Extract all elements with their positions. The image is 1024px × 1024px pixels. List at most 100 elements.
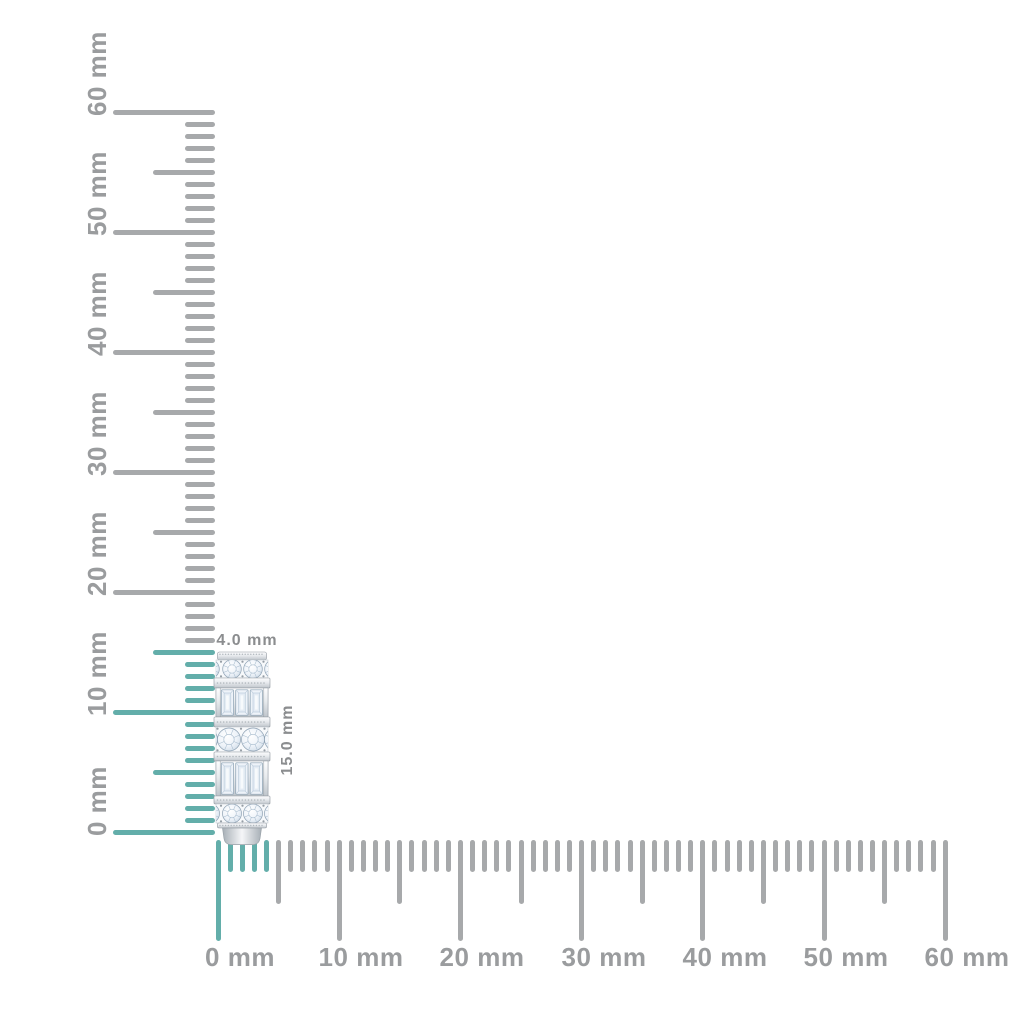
vruler-tick-3mm xyxy=(185,794,215,799)
vruler-tick-9mm xyxy=(185,722,215,727)
vruler-tick-12mm xyxy=(185,686,215,691)
vruler-tick-52mm xyxy=(185,206,215,211)
hruler-tick-6mm xyxy=(288,840,293,872)
hruler-tick-50mm xyxy=(822,840,827,941)
hruler-label-50mm: 50 mm xyxy=(803,942,889,972)
vruler-tick-39mm xyxy=(185,362,215,367)
hruler-tick-30mm xyxy=(579,840,584,941)
vruler-tick-19mm xyxy=(185,602,215,607)
hruler-label-40mm: 40 mm xyxy=(682,942,768,972)
vruler-tick-16mm xyxy=(185,638,215,643)
vruler-tick-36mm xyxy=(185,398,215,403)
hruler-tick-58mm xyxy=(918,840,923,872)
vruler-tick-15mm xyxy=(153,650,215,655)
vruler-tick-38mm xyxy=(185,374,215,379)
vruler-label-50mm: 50 mm xyxy=(82,151,112,236)
vruler-label-40mm: 40 mm xyxy=(82,271,112,356)
hruler-tick-48mm xyxy=(797,840,802,872)
hruler-tick-5mm xyxy=(276,840,281,904)
hruler-tick-45mm xyxy=(761,840,766,904)
hruler-tick-31mm xyxy=(591,840,596,872)
hruler-tick-25mm xyxy=(519,840,524,904)
hruler-tick-40mm xyxy=(700,840,705,941)
vruler-tick-21mm xyxy=(185,578,215,583)
vruler-tick-29mm xyxy=(185,482,215,487)
vruler-tick-46mm xyxy=(185,278,215,283)
metal-separator-bar xyxy=(213,716,271,728)
hruler-tick-13mm xyxy=(373,840,378,872)
hruler-tick-16mm xyxy=(409,840,414,872)
ring-top-rim xyxy=(217,651,267,661)
diamond-band-product-image xyxy=(213,651,271,845)
vruler-tick-1mm xyxy=(185,818,215,823)
vruler-tick-44mm xyxy=(185,302,215,307)
hruler-tick-46mm xyxy=(773,840,778,872)
metal-separator-bar xyxy=(213,751,271,762)
vruler-label-30mm: 30 mm xyxy=(82,391,112,476)
hruler-tick-29mm xyxy=(567,840,572,872)
vruler-tick-55mm xyxy=(153,170,215,175)
round-diamond-row-middle xyxy=(215,726,269,753)
hruler-tick-52mm xyxy=(846,840,851,872)
baguette-diamond-row-upper xyxy=(215,687,269,718)
hruler-tick-37mm xyxy=(664,840,669,872)
ring-bottom-rim xyxy=(217,822,267,829)
vruler-tick-47mm xyxy=(185,266,215,271)
hruler-tick-57mm xyxy=(906,840,911,872)
width-dimension-label: 4.0 mm xyxy=(216,632,278,649)
vruler-tick-50mm xyxy=(113,230,215,235)
vruler-tick-27mm xyxy=(185,506,215,511)
vruler-tick-30mm xyxy=(113,470,215,475)
metal-separator-bar xyxy=(213,677,271,689)
hruler-tick-42mm xyxy=(725,840,730,872)
hruler-tick-28mm xyxy=(555,840,560,872)
vruler-tick-54mm xyxy=(185,182,215,187)
vruler-tick-56mm xyxy=(185,158,215,163)
vruler-tick-23mm xyxy=(185,554,215,559)
vruler-tick-32mm xyxy=(185,446,215,451)
vruler-label-60mm: 60 mm xyxy=(82,31,112,116)
hruler-tick-60mm xyxy=(943,840,948,941)
hruler-tick-22mm xyxy=(482,840,487,872)
hruler-tick-0mm xyxy=(216,840,221,941)
hruler-tick-14mm xyxy=(385,840,390,872)
hruler-label-60mm: 60 mm xyxy=(924,942,1010,972)
vruler-tick-22mm xyxy=(185,566,215,571)
hruler-tick-51mm xyxy=(834,840,839,872)
hruler-tick-10mm xyxy=(337,840,342,941)
vruler-tick-45mm xyxy=(153,290,215,295)
vruler-tick-6mm xyxy=(185,758,215,763)
hruler-tick-53mm xyxy=(858,840,863,872)
hruler-tick-19mm xyxy=(446,840,451,872)
hruler-tick-24mm xyxy=(506,840,511,872)
vruler-tick-37mm xyxy=(185,386,215,391)
height-dimension-label: 15.0 mm xyxy=(279,704,296,776)
hruler-tick-11mm xyxy=(349,840,354,872)
vruler-tick-14mm xyxy=(185,662,215,667)
hruler-tick-8mm xyxy=(312,840,317,872)
hruler-tick-54mm xyxy=(870,840,875,872)
hruler-tick-9mm xyxy=(325,840,330,872)
ring-shank xyxy=(222,827,262,845)
hruler-tick-33mm xyxy=(615,840,620,872)
vruler-tick-7mm xyxy=(185,746,215,751)
vruler-tick-24mm xyxy=(185,542,215,547)
hruler-tick-49mm xyxy=(809,840,814,872)
vruler-label-0mm: 0 mm xyxy=(82,766,112,836)
vruler-tick-13mm xyxy=(185,674,215,679)
round-diamond-row-top xyxy=(215,659,269,679)
hruler-label-0mm: 0 mm xyxy=(205,942,275,972)
hruler-tick-47mm xyxy=(785,840,790,872)
vruler-tick-42mm xyxy=(185,326,215,331)
vruler-tick-33mm xyxy=(185,434,215,439)
vruler-tick-59mm xyxy=(185,122,215,127)
vruler-tick-26mm xyxy=(185,518,215,523)
vruler-tick-18mm xyxy=(185,614,215,619)
vruler-label-20mm: 20 mm xyxy=(82,511,112,596)
vruler-tick-43mm xyxy=(185,314,215,319)
hruler-tick-17mm xyxy=(422,840,427,872)
vruler-tick-4mm xyxy=(185,782,215,787)
vruler-tick-35mm xyxy=(153,410,215,415)
vruler-tick-40mm xyxy=(113,350,215,355)
